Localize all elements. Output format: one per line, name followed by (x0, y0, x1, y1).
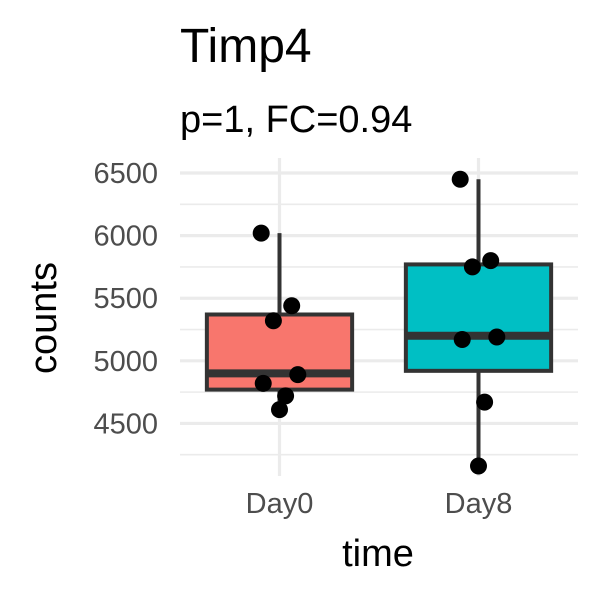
x-axis-ticks: Day0 Day8 (246, 488, 513, 520)
data-point-0-1 (283, 297, 301, 315)
data-point-0-0 (252, 224, 270, 242)
y-tick-label-0: 4500 (93, 408, 158, 440)
data-point-1-2 (463, 258, 481, 276)
x-axis-title: time (342, 533, 414, 575)
box-1 (403, 262, 554, 373)
x-tick-label-0: Day0 (246, 488, 314, 520)
data-point-0-6 (271, 401, 288, 419)
y-axis-ticks: 4500 5000 5500 6000 6500 (93, 158, 158, 440)
data-point-1-5 (476, 393, 494, 411)
data-point-1-3 (488, 328, 506, 346)
data-point-0-2 (264, 312, 282, 330)
y-tick-label-1: 5000 (93, 346, 158, 378)
data-point-0-3 (289, 366, 307, 384)
y-tick-label-3: 6000 (93, 221, 158, 253)
data-point-1-6 (470, 457, 487, 475)
points (252, 170, 506, 475)
data-point-0-4 (254, 374, 272, 392)
chart-subtitle: p=1, FC=0.94 (180, 99, 412, 141)
data-point-1-4 (453, 331, 471, 349)
y-axis-title: counts (23, 262, 65, 374)
data-point-1-1 (482, 252, 500, 270)
data-point-1-0 (451, 170, 469, 188)
y-tick-label-4: 6500 (93, 158, 158, 190)
x-tick-label-1: Day8 (445, 488, 513, 520)
boxes (204, 179, 554, 466)
chart-title: Timp4 (180, 20, 312, 73)
y-tick-label-2: 5500 (93, 283, 158, 315)
data-point-0-5 (277, 387, 295, 405)
